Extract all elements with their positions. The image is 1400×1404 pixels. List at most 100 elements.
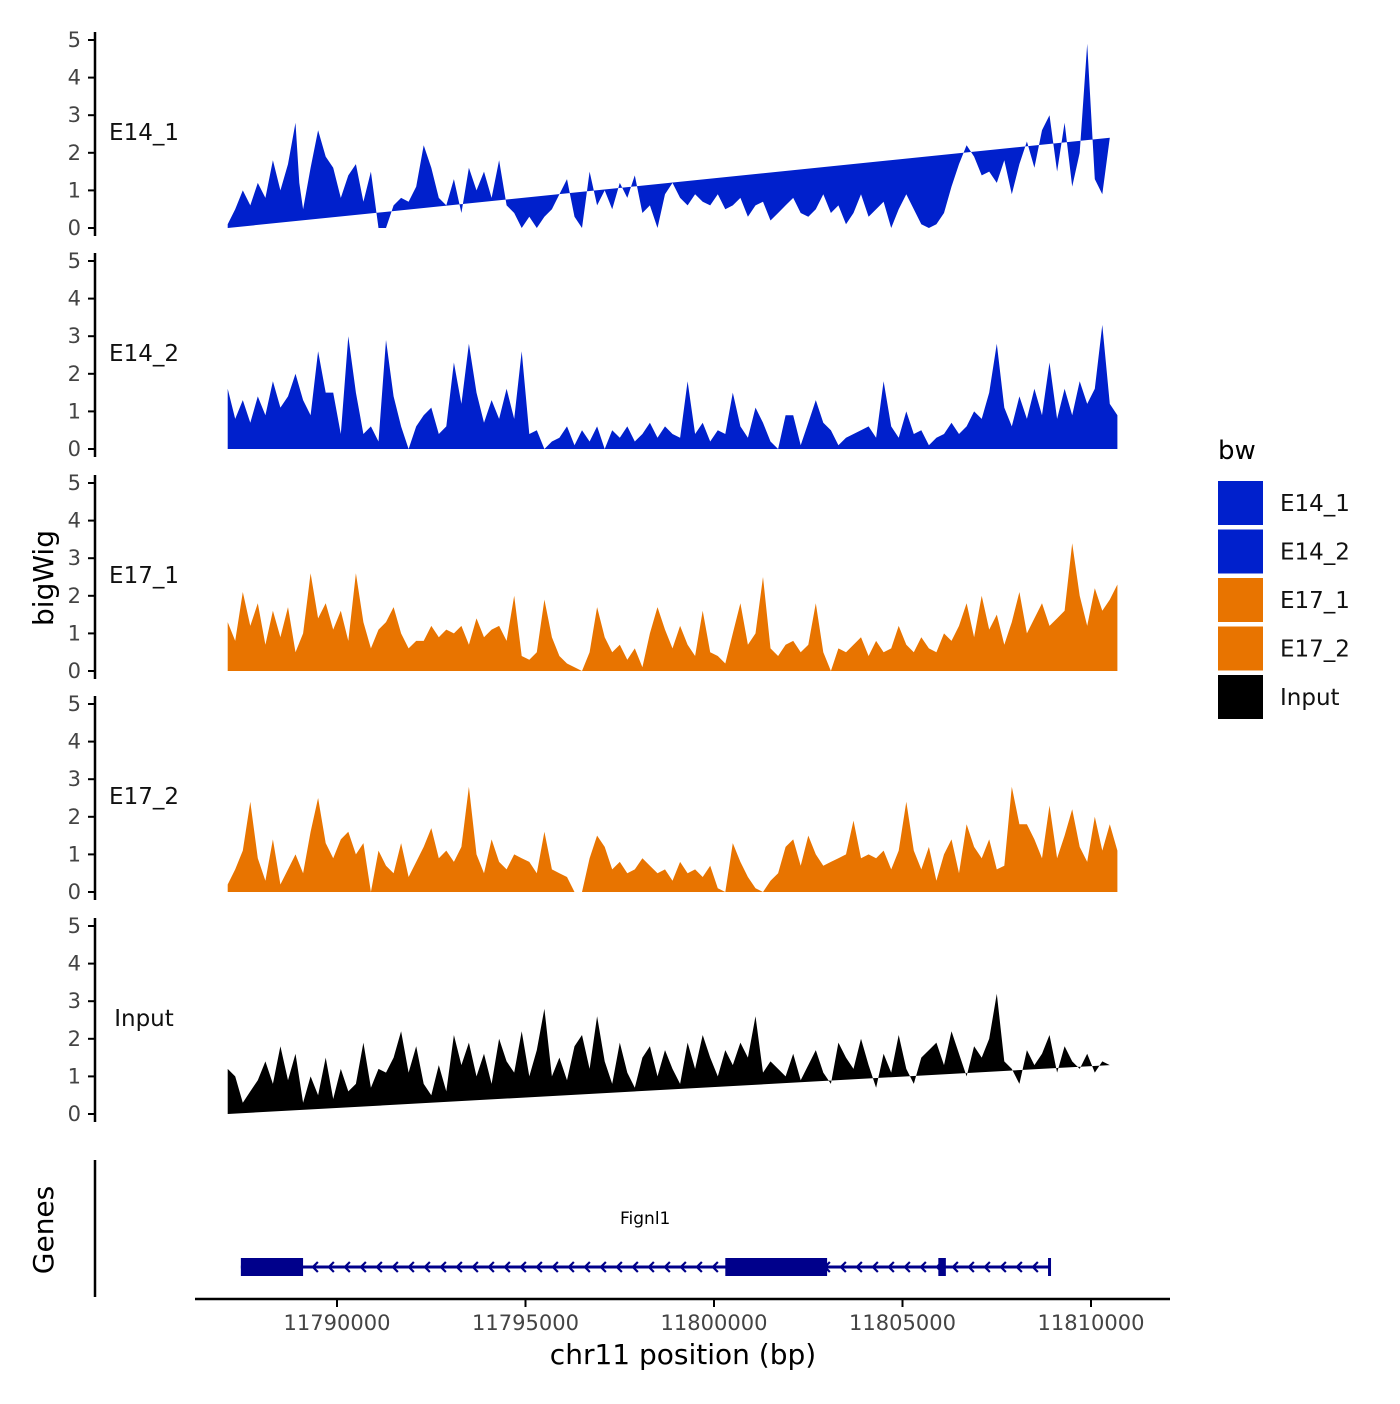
strand-arrow	[583, 1261, 591, 1273]
signal-area-input	[227, 993, 1110, 1114]
strand-arrow	[631, 1261, 639, 1273]
strand-arrow	[551, 1261, 559, 1273]
legend-entry-e17-1: E17_1	[1218, 578, 1350, 622]
y-tick-label: 5	[68, 692, 81, 716]
strand-arrow	[407, 1261, 415, 1273]
y-axis-label: bigWig	[27, 530, 60, 626]
track-input: 0 1 2 3 4 5 Input	[68, 914, 1110, 1126]
y-tick-label: 3	[68, 324, 81, 348]
strand-arrow	[311, 1261, 319, 1273]
legend-entry-e14-2: E14_2	[1218, 529, 1350, 574]
y-tick-label: 0	[68, 1102, 81, 1126]
x-tick-label: 11810000	[1038, 1311, 1145, 1335]
y-tick-label: 0	[68, 880, 81, 904]
strand-arrow	[695, 1261, 703, 1273]
gene-exon	[725, 1258, 828, 1276]
legend: bw E14_1 E14_2 E17_1 E17_2 Input	[1218, 436, 1350, 719]
strand-arrow	[391, 1261, 399, 1273]
y-tick-label: 0	[68, 659, 81, 683]
legend-label: E17_1	[1280, 588, 1350, 614]
y-tick-label: 1	[68, 1064, 81, 1088]
strand-arrow	[855, 1261, 863, 1273]
track-label: E14_2	[109, 341, 179, 367]
y-tick-label: 3	[68, 989, 81, 1013]
legend-entry-e17-2: E17_2	[1218, 626, 1350, 671]
y-tick-label: 5	[68, 249, 81, 273]
strand-arrow	[647, 1261, 655, 1273]
track-e17-2: 0 1 2 3 4 5 E17_2	[68, 692, 1118, 904]
strand-arrow	[535, 1261, 543, 1273]
gene-exon	[240, 1258, 304, 1276]
signal-area-e17-2	[227, 786, 1118, 892]
legend-label: E14_1	[1280, 491, 1350, 517]
x-tick-label: 11790000	[284, 1311, 391, 1335]
strand-arrow	[599, 1261, 607, 1273]
track-e14-1: 0 1 2 3 4 5 E14_1	[68, 28, 1110, 240]
track-e14-2: 0 1 2 3 4 5 E14_2	[68, 249, 1118, 461]
y-tick-label: 4	[68, 730, 81, 754]
x-axis: 11790000 11795000 11800000 11805000 11810000	[195, 1297, 1170, 1335]
strand-arrow	[1015, 1261, 1023, 1273]
y-tick-label: 2	[68, 141, 81, 165]
legend-swatch	[1218, 675, 1263, 719]
strand-arrow	[327, 1261, 335, 1273]
strand-arrow	[871, 1261, 879, 1273]
y-tick-label: 5	[68, 28, 81, 52]
x-tick-label: 11800000	[661, 1311, 768, 1335]
gene-name-label: Fignl1	[620, 1209, 670, 1229]
legend-swatch	[1218, 626, 1263, 671]
strand-arrow	[711, 1261, 719, 1273]
y-tick-label: 4	[68, 509, 81, 533]
legend-swatch	[1218, 529, 1263, 574]
legend-swatch	[1218, 481, 1263, 525]
y-tick-label: 3	[68, 767, 81, 791]
tracks-layer: 0 1 2 3 4 5 E14_1 0 1 2 3 4 5 E14_2 0 1 2 3 4 5 E17_1 0 1 2 3 4 5 E…	[68, 28, 1118, 1126]
y-tick-label: 3	[68, 103, 81, 127]
legend-label: E14_2	[1280, 540, 1350, 566]
strand-arrow	[487, 1261, 495, 1273]
strand-arrow	[919, 1261, 927, 1273]
y-tick-label: 5	[68, 471, 81, 495]
y-tick-label: 2	[68, 1027, 81, 1051]
signal-area-e17-1	[227, 543, 1118, 671]
y-tick-label: 1	[68, 399, 81, 423]
genes-panel: Fignl1	[93, 1160, 1052, 1297]
strand-arrow	[1031, 1261, 1039, 1273]
track-label: E17_2	[109, 784, 179, 810]
legend-label: Input	[1280, 685, 1340, 711]
y-tick-label: 4	[68, 66, 81, 90]
track-label: E14_1	[109, 120, 179, 146]
genes-axis-label: Genes	[27, 1186, 60, 1274]
y-tick-label: 0	[68, 216, 81, 240]
strand-arrow	[967, 1261, 975, 1273]
y-tick-label: 1	[68, 178, 81, 202]
y-tick-label: 2	[68, 362, 81, 386]
strand-arrow	[423, 1261, 431, 1273]
legend-title: bw	[1218, 436, 1256, 466]
strand-arrow	[375, 1261, 383, 1273]
strand-arrow	[999, 1261, 1007, 1273]
y-tick-label: 1	[68, 621, 81, 645]
legend-label: E17_2	[1280, 637, 1350, 663]
y-tick-label: 5	[68, 914, 81, 938]
track-label: E17_1	[109, 563, 179, 589]
x-tick-label: 11805000	[849, 1311, 956, 1335]
y-tick-label: 1	[68, 842, 81, 866]
x-axis-label: chr11 position (bp)	[550, 1338, 816, 1371]
strand-arrow	[471, 1261, 479, 1273]
strand-arrow	[615, 1261, 623, 1273]
strand-arrow	[503, 1261, 511, 1273]
strand-arrow	[903, 1261, 911, 1273]
strand-arrow	[951, 1261, 959, 1273]
strand-arrow	[679, 1261, 687, 1273]
y-tick-label: 4	[68, 287, 81, 311]
strand-arrow	[887, 1261, 895, 1273]
legend-entry-e14-1: E14_1	[1218, 481, 1350, 525]
track-label: Input	[114, 1006, 174, 1032]
strand-arrow	[567, 1261, 575, 1273]
legend-swatch	[1218, 578, 1263, 622]
strand-arrow	[343, 1261, 351, 1273]
y-tick-label: 3	[68, 546, 81, 570]
